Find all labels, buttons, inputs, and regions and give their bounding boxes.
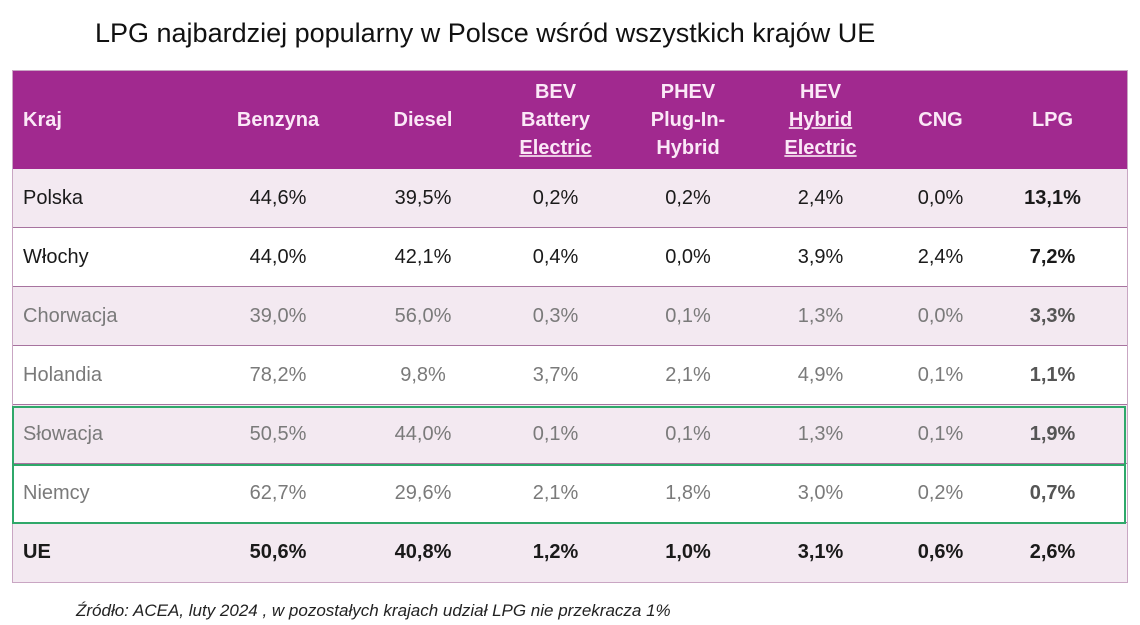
country-cell: Polska [23, 186, 84, 209]
value-cell: 2,4% [797, 186, 844, 209]
column-header: HEV Hybrid Electric [738, 78, 903, 162]
value-cell: 0,4% [532, 245, 579, 268]
page-title: LPG najbardziej popularny w Polsce wśród… [95, 18, 876, 48]
column-header: CNG [903, 106, 978, 134]
value-cell: 39,5% [394, 186, 452, 209]
column-header-line: Battery [521, 109, 590, 131]
value-cell: 0,1% [917, 363, 964, 386]
value-cell: 44,0% [394, 422, 452, 445]
column-header: Benzyna [183, 106, 373, 134]
value-cell: 44,0% [249, 245, 307, 268]
value-cell: 3,0% [797, 481, 844, 504]
value-cell: 0,1% [665, 304, 711, 327]
value-cell: 42,1% [394, 245, 452, 268]
data-table: Kraj Benzyna Diesel BEV Battery Electric PHEV P… [12, 70, 1128, 583]
country-cell: Słowacja [23, 422, 104, 445]
column-header-line: LPG [1031, 109, 1074, 131]
value-cell: 0,0% [917, 304, 964, 327]
column-header: Diesel [373, 106, 473, 134]
country-cell: Włochy [23, 245, 89, 268]
value-cell: 39,0% [249, 304, 307, 327]
value-cell: 0,0% [665, 245, 711, 268]
value-cell: 2,1% [665, 363, 711, 386]
value-cell: 2,6% [1029, 541, 1076, 563]
value-cell: 0,2% [917, 481, 964, 504]
value-cell: 50,6% [249, 541, 307, 563]
source-note: Źródło: ACEA, luty 2024 , w pozostałych … [76, 601, 671, 620]
value-cell: 3,9% [797, 245, 844, 268]
value-cell: 7,2% [1029, 245, 1076, 268]
column-header-line: Plug-In- [650, 109, 726, 131]
column-header-line: Diesel [393, 109, 453, 131]
value-cell: 1,1% [1029, 363, 1076, 386]
column-header-line: Hybrid [656, 137, 720, 159]
column-header-line: BEV [534, 81, 577, 103]
table-row: Słowacja 50,5% 44,0% 0,1% 0,1% 1,3% 0,1% 1,9% [13, 405, 1127, 464]
value-cell: 0,1% [917, 422, 964, 445]
column-header: BEV Battery Electric [473, 78, 638, 162]
column-header: Kraj [13, 106, 183, 134]
value-cell: 0,3% [532, 304, 579, 327]
value-cell: 2,1% [532, 481, 579, 504]
value-cell: 1,0% [665, 541, 711, 563]
column-header-line: CNG [918, 109, 963, 131]
value-cell: 78,2% [249, 363, 307, 386]
country-cell: Holandia [23, 363, 102, 386]
value-cell: 62,7% [249, 481, 307, 504]
value-cell: 1,3% [797, 422, 844, 445]
value-cell: 3,1% [797, 541, 844, 563]
highlight-divider [12, 464, 1126, 466]
value-cell: 40,8% [394, 541, 452, 563]
value-cell: 0,6% [917, 541, 964, 563]
column-header-line: Hybrid [788, 109, 853, 131]
value-cell: 9,8% [400, 363, 446, 386]
table-row: Niemcy 62,7% 29,6% 2,1% 1,8% 3,0% 0,2% 0,7% [13, 464, 1127, 523]
value-cell: 13,1% [1024, 186, 1081, 209]
value-cell: 56,0% [394, 304, 452, 327]
table-row: UE 50,6% 40,8% 1,2% 1,0% 3,1% 0,6% 2,6% [13, 523, 1127, 582]
value-cell: 2,4% [917, 245, 964, 268]
column-header-line: PHEV [660, 81, 716, 103]
value-cell: 1,8% [665, 481, 711, 504]
table-row: Holandia 78,2% 9,8% 3,7% 2,1% 4,9% 0,1% 1,1% [13, 346, 1127, 405]
header-row: Kraj Benzyna Diesel BEV Battery Electric PHEV P… [13, 71, 1127, 169]
value-cell: 29,6% [394, 481, 452, 504]
column-header-line: Electric [519, 137, 592, 159]
table-row: Chorwacja 39,0% 56,0% 0,3% 0,1% 1,3% 0,0% 3,3% [13, 287, 1127, 346]
value-cell: 3,3% [1029, 304, 1076, 327]
column-header-line: Electric [784, 137, 857, 159]
value-cell: 0,1% [665, 422, 711, 445]
column-header: PHEV Plug-In- Hybrid [638, 78, 738, 162]
value-cell: 1,2% [532, 541, 579, 563]
value-cell: 0,2% [665, 186, 711, 209]
table-row: Polska 44,6% 39,5% 0,2% 0,2% 2,4% 0,0% 13,1% [13, 169, 1127, 228]
country-cell: Niemcy [23, 481, 90, 504]
column-header-line: Benzyna [236, 109, 320, 131]
value-cell: 1,9% [1029, 422, 1076, 445]
value-cell: 4,9% [797, 363, 844, 386]
table-row: Włochy 44,0% 42,1% 0,4% 0,0% 3,9% 2,4% 7,2% [13, 228, 1127, 287]
value-cell: 50,5% [249, 422, 307, 445]
country-cell: Chorwacja [23, 304, 118, 327]
country-cell: UE [23, 541, 51, 563]
value-cell: 0,1% [532, 422, 579, 445]
column-header-line: Kraj [23, 109, 62, 131]
value-cell: 3,7% [532, 363, 579, 386]
value-cell: 0,7% [1029, 481, 1076, 504]
value-cell: 44,6% [249, 186, 307, 209]
column-header: LPG [978, 106, 1127, 134]
value-cell: 0,2% [532, 186, 579, 209]
value-cell: 0,0% [917, 186, 964, 209]
value-cell: 1,3% [797, 304, 844, 327]
column-header-line: HEV [799, 81, 842, 103]
